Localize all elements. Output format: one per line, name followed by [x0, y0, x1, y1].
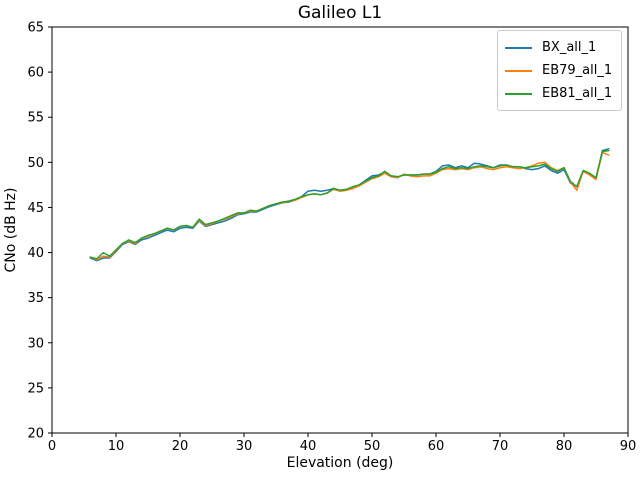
y-tick-label: 60	[27, 66, 44, 81]
y-tick-label: 25	[27, 381, 44, 396]
legend-entry: EB81_all_1	[505, 82, 613, 105]
legend: BX_all_1 EB79_all_1 EB81_all_1	[497, 30, 622, 111]
x-tick-label: 10	[108, 439, 125, 454]
y-tick-label: 30	[27, 336, 44, 351]
legend-line-swatch	[505, 92, 532, 95]
x-tick-label: 90	[620, 439, 637, 454]
legend-label: BX_all_1	[542, 40, 597, 55]
y-tick-label: 35	[27, 291, 44, 306]
x-tick-label: 50	[364, 439, 381, 454]
x-tick-label: 0	[48, 439, 56, 454]
y-tick-label: 20	[27, 427, 44, 442]
y-tick-label: 50	[27, 156, 44, 171]
x-tick-label: 60	[428, 439, 445, 454]
legend-entry: BX_all_1	[505, 36, 613, 59]
legend-label: EB79_all_1	[542, 63, 613, 78]
y-tick-label: 45	[27, 201, 44, 216]
legend-line-swatch	[505, 46, 532, 49]
x-tick-label: 40	[300, 439, 317, 454]
x-tick-label: 70	[492, 439, 509, 454]
x-tick-label: 30	[236, 439, 253, 454]
axes-frame	[51, 26, 629, 434]
y-tick-label: 65	[27, 21, 44, 36]
legend-entry: EB79_all_1	[505, 59, 613, 82]
x-tick-label: 80	[556, 439, 573, 454]
x-axis-label: Elevation (deg)	[286, 455, 394, 471]
y-tick-label: 55	[27, 111, 44, 126]
chart-title: Galileo L1	[297, 3, 383, 23]
legend-line-swatch	[505, 69, 532, 72]
series-line-EB81_all_1	[89, 149, 610, 260]
x-tick-label: 20	[172, 439, 189, 454]
legend-label: EB81_all_1	[542, 86, 613, 101]
y-axis-label: CNo (dB Hz)	[3, 187, 19, 273]
y-tick-label: 40	[27, 246, 44, 261]
series-line-EB79_all_1	[89, 151, 610, 261]
